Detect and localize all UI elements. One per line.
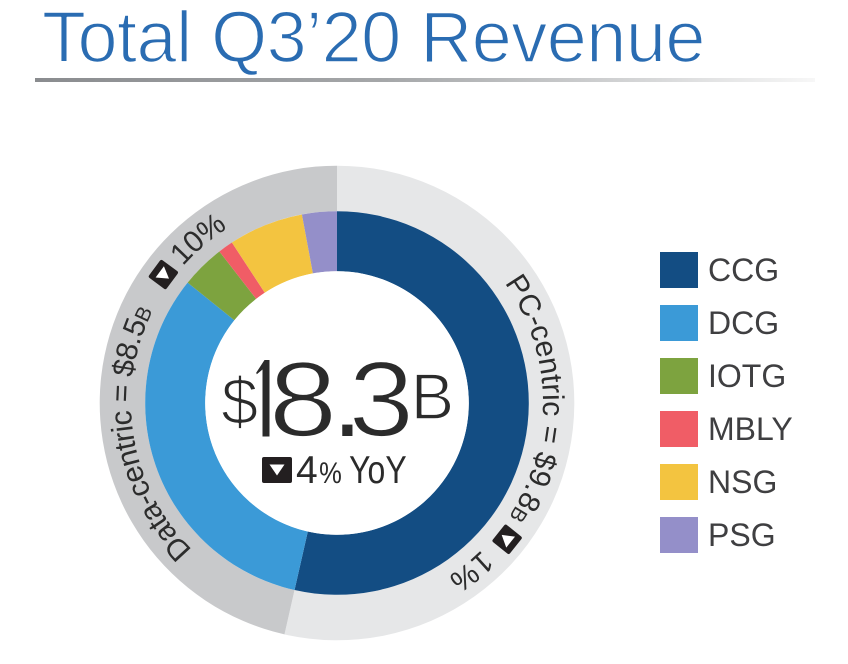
- svg-text:%: %: [319, 456, 342, 489]
- svg-text:$: $: [221, 365, 258, 440]
- svg-text:Total Q3’20 Revenue: Total Q3’20 Revenue: [42, 0, 705, 78]
- svg-text:DCG: DCG: [708, 305, 779, 341]
- svg-text:.: .: [333, 339, 363, 459]
- svg-text:B: B: [411, 360, 454, 433]
- svg-text:NSG: NSG: [708, 464, 777, 500]
- svg-text:PSG: PSG: [708, 517, 776, 553]
- svg-text:CCG: CCG: [708, 252, 779, 288]
- svg-text:4: 4: [296, 449, 318, 492]
- svg-text:8: 8: [269, 340, 337, 459]
- svg-text:MBLY: MBLY: [708, 411, 793, 447]
- svg-text:YoY: YoY: [349, 448, 407, 492]
- svg-text:3: 3: [349, 339, 414, 459]
- svg-text:IOTG: IOTG: [708, 358, 786, 394]
